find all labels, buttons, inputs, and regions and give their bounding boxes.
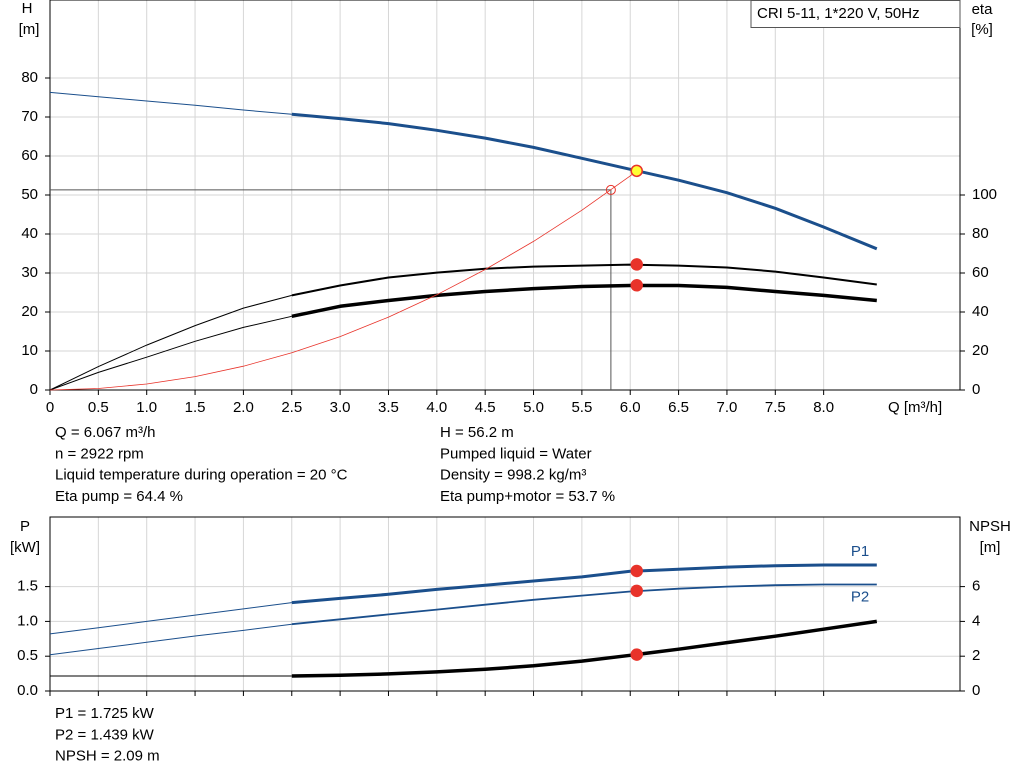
y-axis-label: P [20,518,30,535]
x-tick-label: 2.0 [233,399,254,416]
curve-label: P2 [851,588,869,605]
y-axis-label: H [22,0,33,17]
curve [49,294,292,391]
y2-axis-label: NPSH [969,518,1011,535]
x-tick-label: 6.5 [668,399,689,416]
x-tick-label: 4.0 [426,399,447,416]
info-text: Eta pump+motor = 53.7 % [440,488,615,505]
y2-tick-label: 40 [972,303,989,320]
y-tick-label: 60 [21,147,38,164]
y-tick-label: 0 [30,381,38,398]
y2-tick-label: 2 [972,647,980,664]
x-tick-label: 4.5 [475,399,496,416]
operating-point [630,564,643,578]
curve [291,263,877,297]
x-tick-label: 0 [46,399,54,416]
y-tick-label: 70 [21,108,38,125]
y-tick-label: 0.5 [17,647,38,664]
operating-point [630,279,643,292]
info-text: Liquid temperature during operation = 20… [55,467,348,484]
operating-point [630,164,643,178]
plot-frame [49,0,961,391]
x-axis-label: Q [m³/h] [888,399,942,416]
info-text: Pumped liquid = Water [440,445,592,462]
x-tick-label: 0.5 [88,399,109,416]
curve-label: P1 [851,543,869,560]
x-tick-label: 3.0 [330,399,351,416]
operating-point [630,584,643,598]
y2-axis-label: eta [972,1,994,18]
operating-point [630,258,643,271]
x-tick-label: 7.5 [765,399,786,416]
y2-tick-label: 80 [972,225,989,242]
x-tick-label: 6.0 [620,399,641,416]
y2-tick-label: 0 [972,381,980,398]
curve [49,602,292,635]
x-tick-label: 7.0 [717,399,738,416]
y-tick-label: 20 [21,303,38,320]
curve [49,91,292,115]
chart-title: CRI 5-11, 1*220 V, 50Hz [757,5,920,22]
info-text: H = 56.2 m [440,424,514,441]
y2-tick-label: 4 [972,612,980,629]
y-axis-unit: [kW] [10,539,40,556]
x-tick-label: 1.5 [185,399,206,416]
y2-tick-label: 0 [972,682,980,699]
operating-point [630,648,643,661]
plot-frame [49,516,961,692]
x-tick-label: 2.5 [281,399,302,416]
y-tick-label: 80 [21,69,38,86]
x-tick-label: 3.5 [378,399,399,416]
y-axis-unit: [m] [19,21,40,38]
y2-tick-label: 100 [972,186,997,203]
title-box [750,0,961,28]
y2-tick-label: 60 [972,264,989,281]
y-tick-label: 10 [21,342,38,359]
x-tick-label: 5.5 [571,399,592,416]
curve [291,619,878,678]
y-tick-label: 1.5 [17,578,38,595]
curve [291,112,878,251]
x-tick-label: 8.0 [813,399,834,416]
info-text: Q = 6.067 m³/h [55,424,155,441]
info-text: P1 = 1.725 kW [55,705,155,722]
info-text: P2 = 1.439 kW [55,726,155,743]
y-tick-label: 40 [21,225,38,242]
curve [49,623,292,656]
curve [49,315,292,391]
y2-axis-unit: [m] [980,539,1001,556]
y2-axis-unit: [%] [971,21,993,38]
curve [291,563,877,605]
reference-point [605,184,616,195]
curve [49,170,637,391]
y-tick-label: 1.0 [17,612,38,629]
y2-tick-label: 20 [972,342,989,359]
y-tick-label: 30 [21,264,38,281]
info-text: Density = 998.2 kg/m³ [440,467,586,484]
x-tick-label: 1.0 [136,399,157,416]
info-text: Eta pump = 64.4 % [55,488,183,505]
y-tick-label: 50 [21,186,38,203]
y2-tick-label: 6 [972,578,980,595]
y-tick-label: 0.0 [17,682,38,699]
x-tick-label: 5.0 [523,399,544,416]
curve [291,283,877,319]
info-text: NPSH = 2.09 m [55,748,160,765]
curve [291,583,877,626]
info-text: n = 2922 rpm [55,445,144,462]
